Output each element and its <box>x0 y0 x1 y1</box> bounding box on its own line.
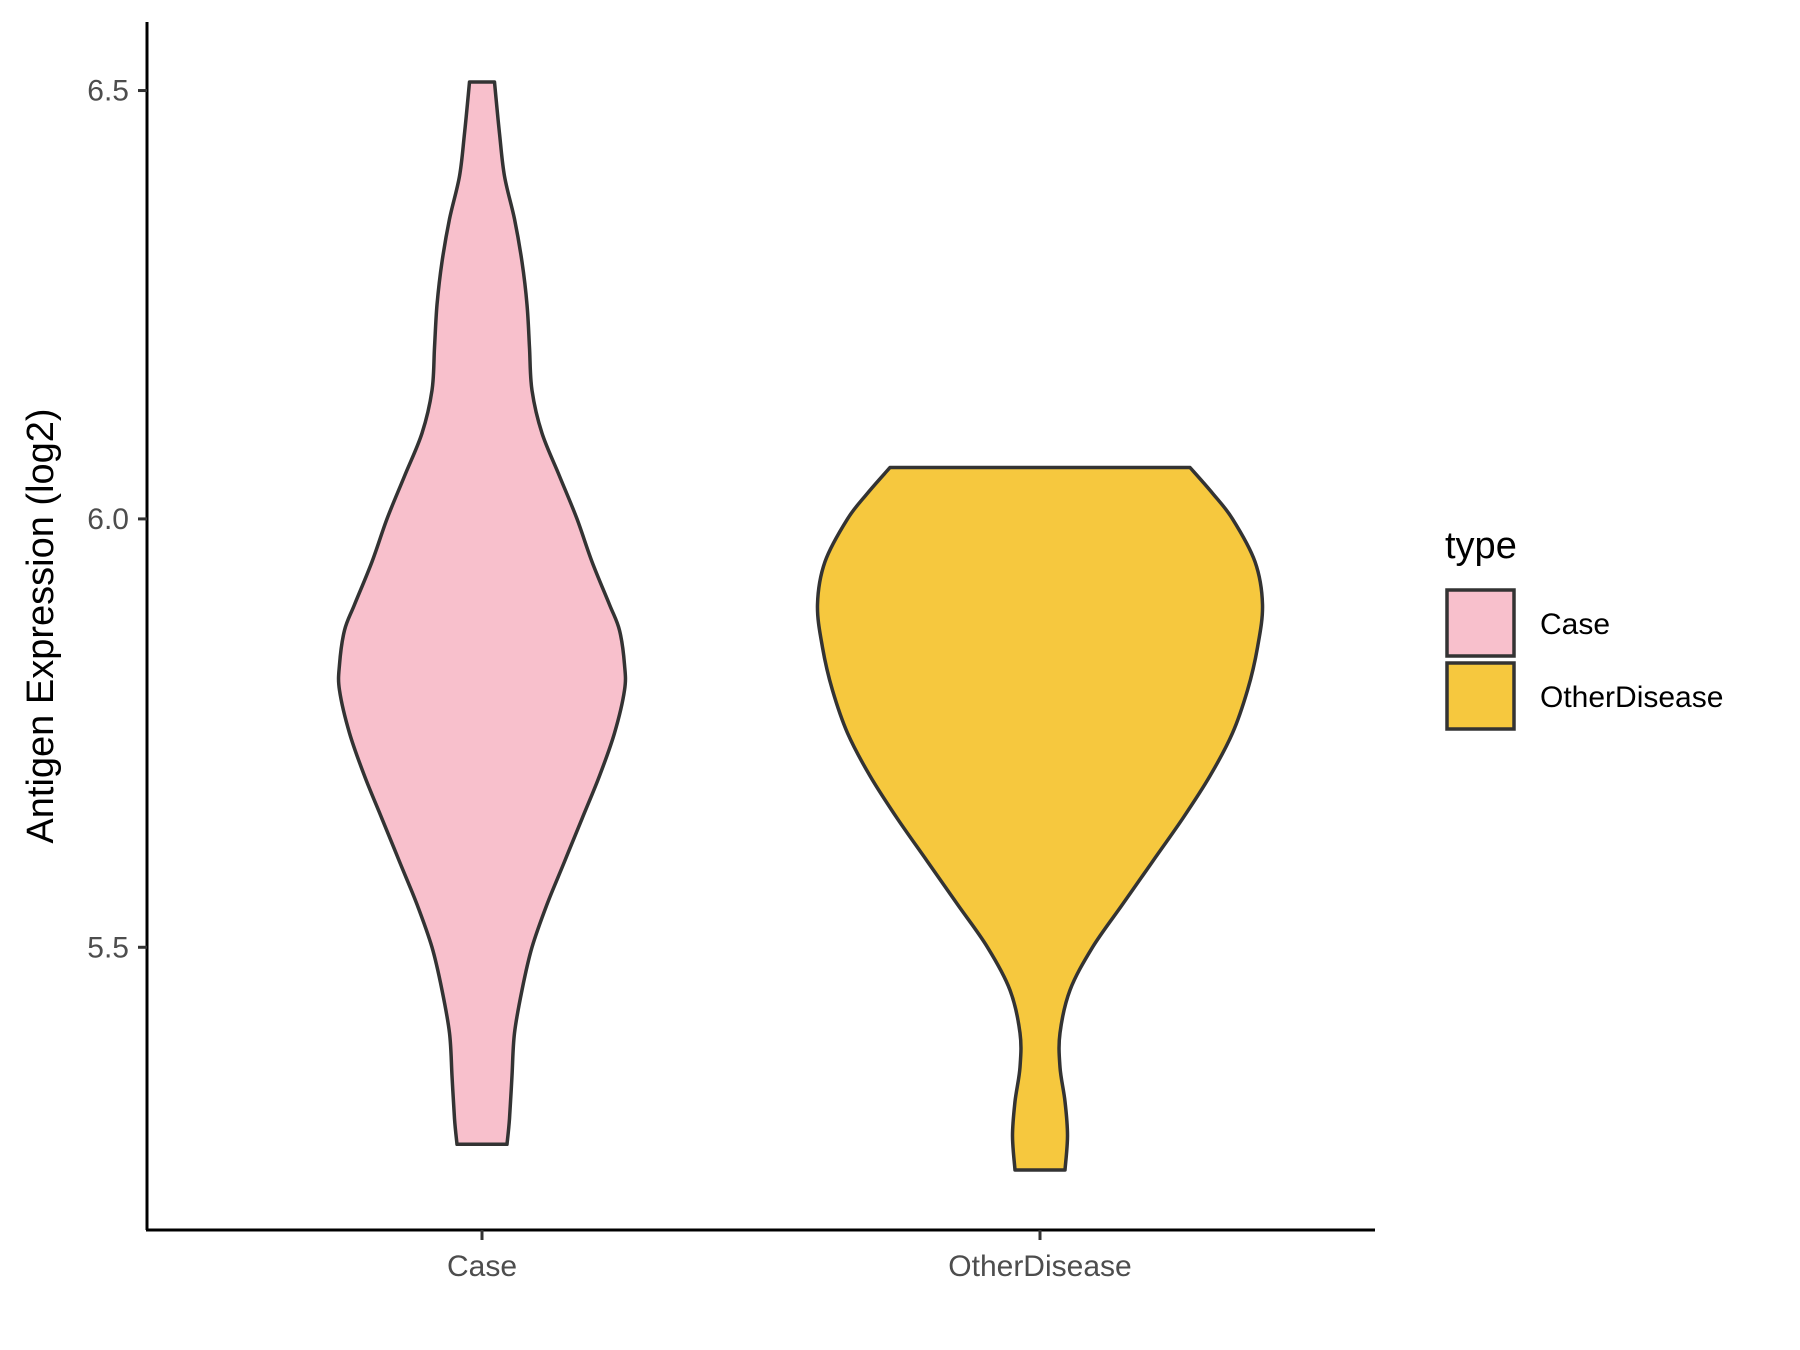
y-axis-ticks: 5.5 6.0 6.5 <box>87 75 147 964</box>
legend: type Case OtherDisease <box>1445 525 1723 731</box>
y-tick-label: 6.0 <box>87 503 129 536</box>
legend-swatch <box>1445 661 1516 731</box>
violin-case <box>336 80 628 1147</box>
x-tick-label: OtherDisease <box>948 1250 1131 1283</box>
x-tick-label: Case <box>447 1250 517 1283</box>
x-axis-ticks: Case OtherDisease <box>447 1230 1132 1283</box>
y-tick-label: 6.5 <box>87 75 129 108</box>
violin-otherdisease <box>815 465 1265 1172</box>
legend-swatch <box>1445 588 1516 658</box>
violin-group <box>336 80 1265 1172</box>
y-axis-title: Antigen Expression (log2) <box>20 408 62 843</box>
legend-label: OtherDisease <box>1540 681 1723 714</box>
legend-label: Case <box>1540 608 1610 641</box>
y-tick-label: 5.5 <box>87 931 129 964</box>
legend-title: type <box>1445 525 1517 567</box>
